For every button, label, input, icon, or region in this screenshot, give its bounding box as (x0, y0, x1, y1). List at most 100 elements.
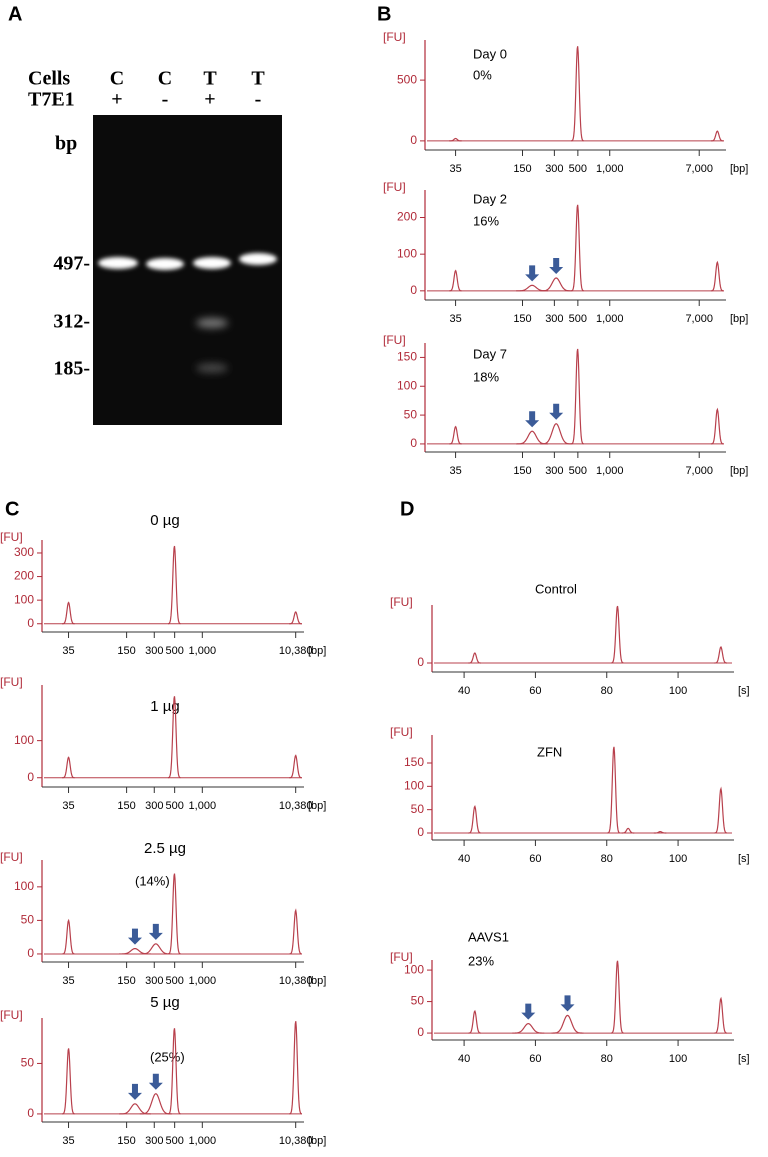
peak (540, 277, 573, 292)
y-tick-label: 0 (417, 655, 424, 669)
gel-background (93, 115, 282, 425)
y-tick-label: 0 (410, 133, 417, 147)
plot-title: 2.5 µg (144, 840, 186, 857)
x-tick-label: 35 (449, 465, 461, 477)
peak (714, 786, 728, 834)
peak (289, 908, 302, 955)
unit-label: bp (55, 133, 77, 155)
x-tick-label: 40 (458, 1053, 470, 1065)
x-tick-label: 1,000 (189, 645, 217, 657)
peak (468, 1009, 481, 1034)
x-tick-label: 35 (62, 1135, 74, 1147)
panel-label: C (5, 498, 19, 520)
peak (710, 130, 724, 142)
x-tick-label: 100 (669, 685, 687, 697)
y-tick-label: 100 (404, 779, 424, 793)
peak (610, 960, 624, 1034)
peak (62, 756, 75, 779)
x-tick-label: 150 (513, 163, 531, 175)
plot-title: 0 µg (150, 512, 180, 529)
x-unit: [bp] (308, 975, 326, 987)
y-tick-label: 50 (404, 407, 418, 421)
x-tick-label: 150 (513, 465, 531, 477)
x-tick-label: 35 (62, 645, 74, 657)
peak-arrow (521, 1003, 536, 1020)
x-tick-label: 35 (449, 313, 461, 325)
lane-sign: + (204, 89, 215, 111)
peak (449, 425, 462, 445)
annotation: (25%) (150, 1049, 185, 1064)
peak (167, 696, 181, 779)
y-tick-label: 150 (404, 755, 424, 769)
peak-arrow (127, 928, 142, 945)
marker-label: 497- (53, 253, 90, 275)
panel-label: A (8, 3, 22, 25)
x-tick-label: 300 (145, 800, 163, 812)
x-tick-label: 1,000 (596, 163, 624, 175)
x-tick-label: 7,000 (685, 313, 713, 325)
row-label: T7E1 (28, 89, 75, 111)
x-tick-label: 10,380 (279, 1135, 313, 1147)
peak (540, 423, 573, 445)
x-tick-label: 7,000 (685, 465, 713, 477)
x-tick-label: 500 (165, 975, 183, 987)
panel-label: D (400, 498, 414, 520)
row-label: Cells (28, 68, 70, 90)
y-tick-label: 100 (14, 733, 34, 747)
peak (653, 830, 667, 834)
y-axis-label: [FU] (0, 850, 23, 864)
annotation: Day 0 (473, 46, 507, 61)
x-tick-label: 1,000 (189, 800, 217, 812)
y-axis-label: [FU] (383, 333, 406, 347)
x-tick-label: 150 (513, 313, 531, 325)
x-unit: [bp] (308, 645, 326, 657)
gel-band (196, 318, 228, 328)
x-tick-label: 300 (545, 313, 563, 325)
y-tick-label: 50 (21, 913, 35, 927)
peak (571, 46, 584, 142)
y-tick-label: 100 (14, 592, 34, 606)
peak (449, 269, 462, 292)
x-tick-label: 300 (145, 975, 163, 987)
x-tick-label: 10,380 (279, 975, 313, 987)
x-tick-label: 100 (669, 1053, 687, 1065)
annotation: 23% (468, 953, 494, 968)
y-tick-label: 0 (410, 436, 417, 450)
x-unit: [bp] (308, 800, 326, 812)
peak (571, 348, 584, 445)
lane-sign: - (162, 89, 169, 111)
peak (621, 827, 635, 834)
x-tick-label: 80 (601, 853, 613, 865)
x-tick-label: 150 (117, 645, 135, 657)
marker-label: 185- (53, 358, 90, 380)
gel-band (193, 257, 231, 269)
y-tick-label: 50 (21, 1056, 35, 1070)
y-axis-label: [FU] (390, 595, 413, 609)
y-axis-label: [FU] (390, 725, 413, 739)
x-tick-label: 1,000 (596, 465, 624, 477)
annotation: 16% (473, 213, 499, 228)
lane-label: C (110, 68, 124, 90)
x-tick-label: 60 (529, 853, 541, 865)
peak (611, 605, 624, 664)
gel-band (196, 363, 228, 373)
y-axis-label: [FU] (383, 180, 406, 194)
peak (139, 943, 172, 955)
x-unit: [s] (738, 685, 750, 697)
x-tick-label: 100 (669, 853, 687, 865)
annotation: 18% (473, 369, 499, 384)
peak (512, 1023, 545, 1034)
y-tick-label: 500 (397, 72, 417, 86)
lane-sign: - (255, 89, 262, 111)
annotation: (14%) (135, 873, 170, 888)
x-tick-label: 60 (529, 1053, 541, 1065)
peak-arrow (560, 995, 575, 1012)
y-tick-label: 200 (397, 210, 417, 224)
x-tick-label: 300 (545, 163, 563, 175)
annotation: ZFN (537, 744, 562, 759)
peak (516, 430, 549, 445)
peak (62, 601, 75, 625)
peak (714, 646, 727, 664)
annotation: AAVS1 (468, 929, 509, 944)
peak-arrow (549, 403, 564, 420)
